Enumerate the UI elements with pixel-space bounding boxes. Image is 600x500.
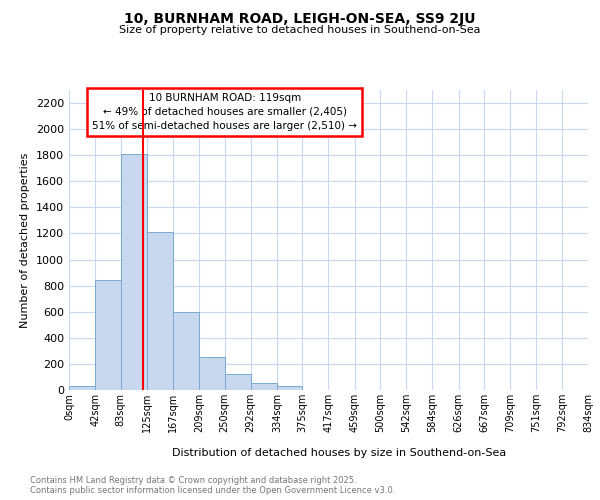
Bar <box>173 312 199 390</box>
Text: Contains HM Land Registry data © Crown copyright and database right 2025.
Contai: Contains HM Land Registry data © Crown c… <box>30 476 395 495</box>
Bar <box>69 386 95 390</box>
Bar <box>224 374 251 390</box>
Bar <box>277 386 302 390</box>
Bar <box>147 232 173 390</box>
Bar <box>121 154 147 390</box>
Text: Size of property relative to detached houses in Southend-on-Sea: Size of property relative to detached ho… <box>119 25 481 35</box>
Y-axis label: Number of detached properties: Number of detached properties <box>20 152 31 328</box>
Bar <box>95 280 121 390</box>
Text: Distribution of detached houses by size in Southend-on-Sea: Distribution of detached houses by size … <box>172 448 506 458</box>
Bar <box>199 356 224 390</box>
Text: 10 BURNHAM ROAD: 119sqm
← 49% of detached houses are smaller (2,405)
51% of semi: 10 BURNHAM ROAD: 119sqm ← 49% of detache… <box>92 93 357 131</box>
Text: 10, BURNHAM ROAD, LEIGH-ON-SEA, SS9 2JU: 10, BURNHAM ROAD, LEIGH-ON-SEA, SS9 2JU <box>124 12 476 26</box>
Bar <box>251 384 277 390</box>
